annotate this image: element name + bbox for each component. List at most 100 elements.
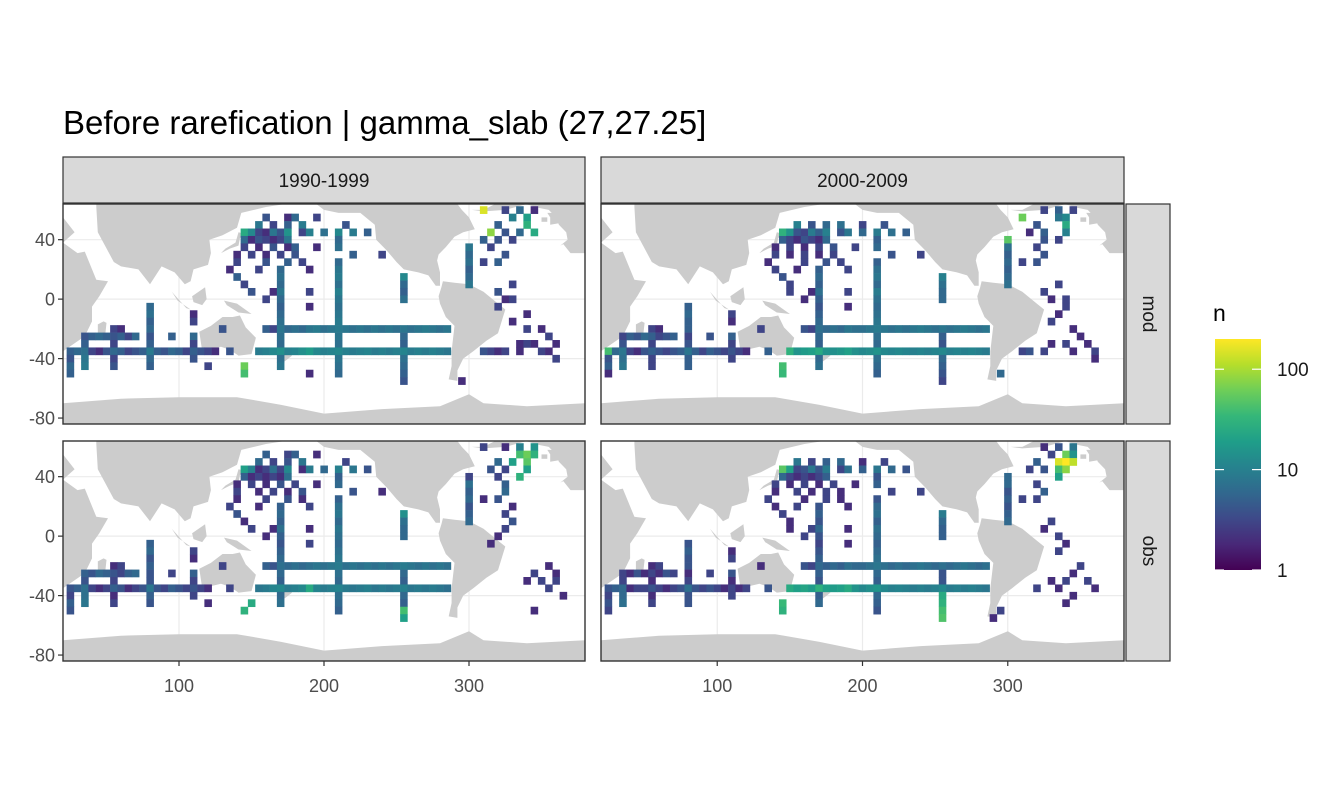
heatmap-tile	[298, 465, 307, 474]
heatmap-tile	[371, 325, 379, 333]
heatmap-tile	[815, 273, 823, 281]
heatmap-tile	[815, 517, 823, 526]
heatmap-tile	[1004, 258, 1012, 266]
heatmap-tile	[1054, 465, 1063, 474]
heatmap-tile	[334, 258, 343, 266]
heatmap-tile	[880, 458, 889, 466]
heatmap-tile	[1069, 458, 1078, 466]
heatmap-tile	[110, 340, 118, 348]
heatmap-tile	[1062, 295, 1070, 304]
heatmap-tile	[313, 347, 321, 356]
heatmap-tile	[982, 562, 990, 570]
heatmap-tile	[764, 584, 772, 593]
heatmap-tile	[356, 584, 365, 593]
heatmap-tile	[334, 295, 343, 304]
heatmap-tile	[1033, 243, 1041, 252]
heatmap-tile	[552, 340, 560, 348]
heatmap-tile	[786, 472, 794, 481]
land-polygon	[97, 321, 107, 337]
heatmap-tile	[240, 243, 249, 252]
y-tick-label: -80	[29, 646, 55, 666]
heatmap-tile	[786, 235, 794, 244]
heatmap-tile	[808, 228, 816, 237]
heatmap-tile	[523, 221, 531, 229]
heatmap-tile	[334, 228, 343, 237]
heatmap-tile	[800, 295, 809, 304]
heatmap-tile	[902, 325, 911, 333]
heatmap-tile	[764, 495, 772, 503]
land-polygon	[221, 232, 245, 254]
heatmap-tile	[269, 584, 278, 593]
heatmap-tile	[720, 347, 729, 356]
heatmap-tile	[189, 569, 198, 578]
land-polygon	[759, 232, 783, 254]
heatmap-tile	[728, 347, 736, 356]
heatmap-tile	[887, 465, 896, 474]
heatmap-tile	[465, 258, 473, 266]
heatmap-tile	[545, 584, 553, 593]
heatmap-tile	[363, 228, 372, 237]
heatmap-tile	[479, 235, 488, 244]
heatmap-tile	[837, 221, 845, 229]
heatmap-tile	[204, 584, 212, 593]
heatmap-tile	[837, 584, 845, 593]
heatmap-tile	[349, 347, 357, 356]
heatmap-tile	[670, 332, 678, 341]
heatmap-tile	[168, 332, 176, 341]
heatmap-tile	[1069, 443, 1078, 451]
land-polygon	[635, 558, 645, 574]
heatmap-tile	[873, 362, 881, 371]
heatmap-tile	[858, 465, 867, 474]
heatmap-tile	[356, 325, 365, 333]
heatmap-tile	[1091, 347, 1099, 356]
heatmap-tile	[1004, 495, 1012, 503]
heatmap-tile	[1018, 495, 1027, 503]
heatmap-tile	[523, 325, 531, 333]
heatmap-tile	[829, 584, 838, 593]
heatmap-tile	[110, 347, 118, 356]
heatmap-tile	[487, 347, 495, 356]
heatmap-tile	[815, 591, 823, 600]
heatmap-tile	[800, 584, 809, 593]
heatmap-tile	[262, 295, 270, 304]
heatmap-tile	[938, 332, 947, 341]
heatmap-tile	[902, 347, 911, 356]
heatmap-tile	[1069, 206, 1078, 214]
heatmap-tile	[189, 584, 198, 593]
y-tick-label: -40	[29, 349, 55, 369]
heatmap-tile	[815, 569, 823, 578]
heatmap-tile	[88, 332, 96, 341]
heatmap-tile	[247, 465, 256, 474]
heatmap-tile	[633, 569, 642, 578]
heatmap-tile	[516, 443, 524, 451]
heatmap-tile	[728, 591, 736, 600]
heatmap-tile	[218, 325, 227, 333]
heatmap-tile	[953, 347, 961, 356]
heatmap-tile	[334, 510, 343, 518]
heatmap-tile	[822, 458, 831, 466]
heatmap-tile	[182, 347, 191, 356]
land-polygon	[601, 394, 1124, 424]
heatmap-tile	[443, 347, 452, 356]
heatmap-tile	[465, 517, 473, 526]
heatmap-tile	[436, 325, 444, 333]
heatmap-tile	[81, 591, 89, 600]
heatmap-tile	[334, 532, 343, 541]
heatmap-tile	[269, 235, 278, 244]
heatmap-tile	[334, 325, 343, 333]
heatmap-tile	[924, 325, 932, 333]
heatmap-tile	[276, 362, 285, 371]
land-polygon	[312, 441, 475, 523]
heatmap-tile	[501, 465, 510, 474]
heatmap-tile	[247, 480, 256, 489]
heatmap-tile	[946, 562, 954, 570]
heatmap-tile	[640, 332, 649, 341]
heatmap-tile	[880, 221, 889, 229]
heatmap-tile	[996, 606, 1005, 615]
heatmap-tile	[793, 584, 802, 593]
heatmap-tile	[255, 228, 263, 237]
heatmap-tile	[670, 584, 678, 593]
heatmap-tile	[378, 487, 386, 496]
heatmap-tile	[305, 502, 314, 511]
heatmap-tile	[837, 325, 845, 333]
